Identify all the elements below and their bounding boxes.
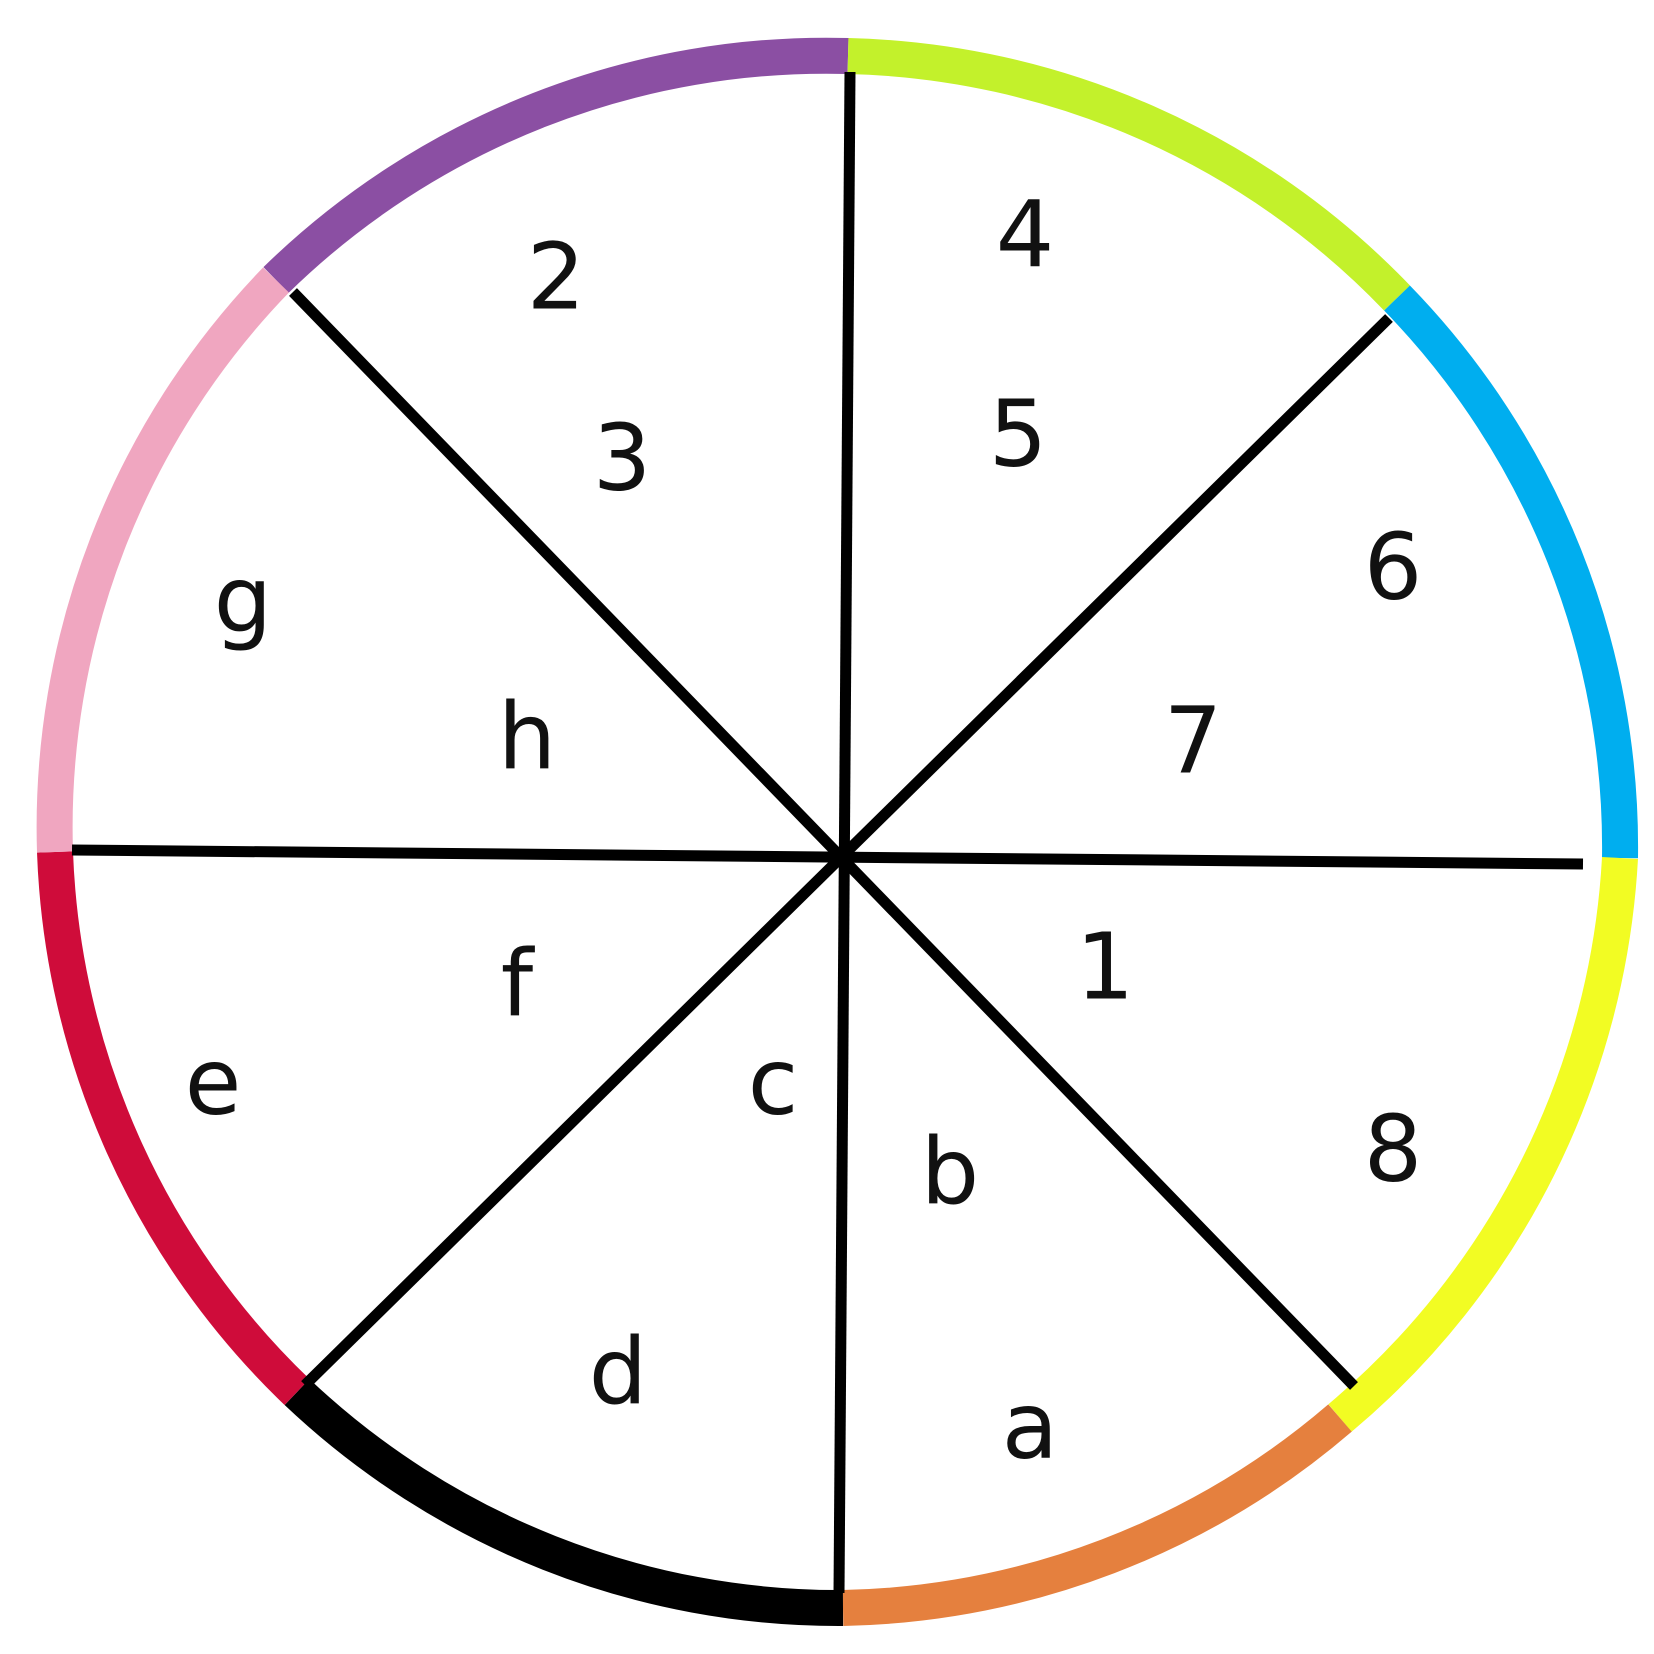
arc-orange <box>842 1404 1352 1626</box>
label-h: h <box>498 683 556 790</box>
label-c: c <box>748 1028 799 1135</box>
label-a: a <box>1002 1372 1058 1479</box>
label-b: b <box>921 1118 979 1225</box>
spoke-horizontal <box>71 844 1584 870</box>
label-2: 2 <box>527 223 586 330</box>
label-8: 8 <box>1364 1095 1423 1202</box>
label-4: 4 <box>996 181 1055 288</box>
region-labels: 2 3 4 5 6 7 1 8 a b c d e f g h <box>185 181 1423 1479</box>
arc-yellow <box>1328 857 1638 1432</box>
label-3: 3 <box>593 404 652 511</box>
arc-lime <box>847 38 1410 311</box>
spoke-diagonal-ne-sw <box>301 314 1393 1389</box>
label-6: 6 <box>1364 513 1423 620</box>
spokes <box>71 71 1584 1594</box>
label-f: f <box>501 930 536 1037</box>
label-1: 1 <box>1076 913 1135 1020</box>
rim-arcs <box>36 37 1639 1627</box>
arc-pink <box>36 267 289 853</box>
arc-crimson <box>37 851 310 1405</box>
label-e: e <box>185 1028 242 1135</box>
arc-purple <box>263 37 849 293</box>
arc-blue <box>1384 285 1639 859</box>
arc-black <box>284 1378 844 1627</box>
spoke-diagonal-nw-se <box>289 288 1358 1390</box>
label-7: 7 <box>1164 687 1223 794</box>
label-g: g <box>214 546 272 653</box>
spoke-vertical <box>833 71 856 1594</box>
label-5: 5 <box>989 380 1048 487</box>
label-d: d <box>589 1318 647 1425</box>
